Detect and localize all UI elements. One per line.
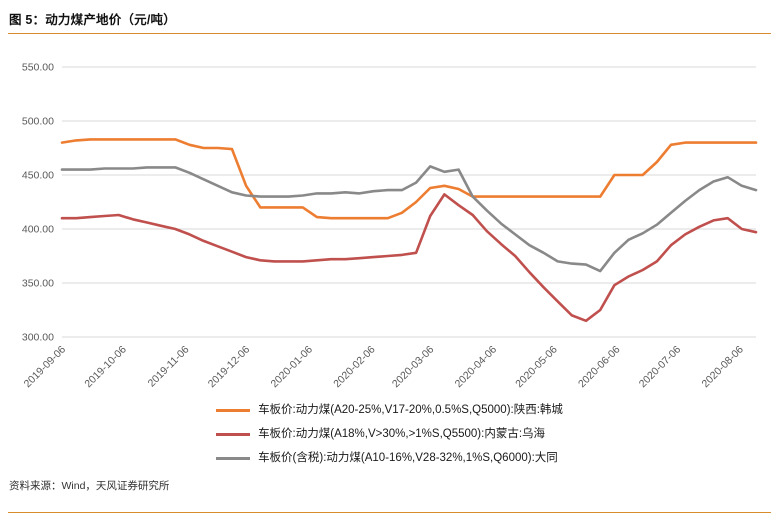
- legend-label: 车板价(含税):动力煤(A10-16%,V28-32%,1%S,Q6000):大…: [258, 452, 558, 464]
- legend-item-2: 车板价(含税):动力煤(A10-16%,V28-32%,1%S,Q6000):大…: [216, 451, 558, 466]
- y-axis-labels: 300.00 350.00 400.00 450.00 500.00 550.00: [22, 62, 54, 344]
- bottom-separator: [8, 512, 771, 513]
- x-tick-label: 2020-02-06: [331, 344, 378, 391]
- x-tick-label: 2020-03-06: [390, 344, 437, 391]
- series-line-1: [60, 193, 758, 323]
- gridlines: [62, 66, 756, 338]
- x-tick-label: 2019-10-06: [82, 344, 129, 391]
- x-tick-label: 2020-04-06: [453, 344, 500, 391]
- x-tick-label: 2019-12-06: [206, 344, 253, 391]
- figure-title: 图 5：动力煤产地价（元/吨）: [9, 13, 176, 27]
- x-tick-label: 2019-09-06: [22, 344, 69, 391]
- top-separator: [8, 33, 771, 34]
- y-tick-label: 400.00: [22, 224, 54, 236]
- line-chart: 300.00 350.00 400.00 450.00 500.00 550.00 2019…: [22, 62, 758, 391]
- legend-swatch: [216, 409, 251, 412]
- x-tick-label: 2020-08-06: [699, 344, 746, 391]
- legend-swatch: [216, 457, 251, 460]
- x-tick-label: 2020-05-06: [513, 344, 560, 391]
- legend-label: 车板价:动力煤(A20-25%,V17-20%,0.5%S,Q5000):陕西:…: [258, 404, 563, 416]
- legend-label: 车板价:动力煤(A18%,V>30%,>1%S,Q5500):内蒙古:乌海: [258, 428, 546, 440]
- series-line-2: [60, 165, 758, 273]
- y-tick-label: 350.00: [22, 278, 54, 290]
- x-tick-label: 2020-06-06: [576, 344, 623, 391]
- legend-item-1: 车板价:动力煤(A18%,V>30%,>1%S,Q5500):内蒙古:乌海: [216, 427, 545, 442]
- source-note: 资料来源：Wind，天风证券研究所: [9, 480, 170, 492]
- chart-legend: 车板价:动力煤(A20-25%,V17-20%,0.5%S,Q5000):陕西:…: [216, 403, 563, 466]
- x-tick-label: 2020-07-06: [637, 344, 684, 391]
- x-axis-labels: 2019-09-06 2019-10-06 2019-11-06 2019-12-06…: [22, 344, 746, 391]
- x-tick-label: 2019-11-06: [146, 344, 192, 390]
- y-tick-label: 450.00: [22, 170, 54, 182]
- y-tick-label: 500.00: [22, 116, 54, 128]
- legend-swatch: [216, 433, 251, 436]
- y-tick-label: 300.00: [22, 332, 54, 344]
- legend-item-0: 车板价:动力煤(A20-25%,V17-20%,0.5%S,Q5000):陕西:…: [216, 403, 563, 418]
- chart-area: 300.00 350.00 400.00 450.00 500.00 550.00 2019…: [0, 34, 779, 407]
- series-line-0: [60, 138, 758, 220]
- x-tick-label: 2020-01-06: [268, 344, 315, 391]
- y-tick-label: 550.00: [22, 62, 54, 74]
